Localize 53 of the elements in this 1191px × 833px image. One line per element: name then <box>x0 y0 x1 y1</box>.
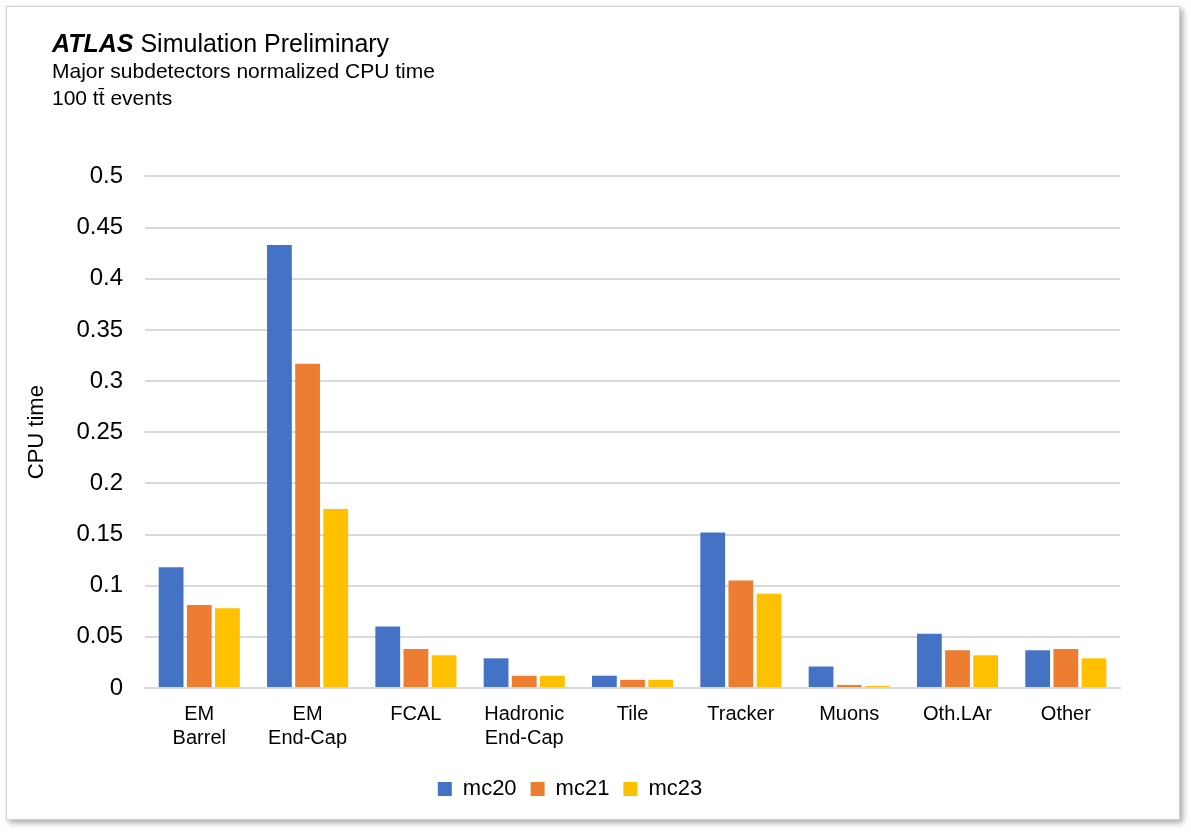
bar <box>540 675 565 687</box>
chart-title: ATLAS Simulation Preliminary <box>52 29 391 57</box>
bar <box>511 675 537 687</box>
y-tick-label: 0.5 <box>89 161 124 189</box>
x-tick-label: Muons <box>819 701 880 724</box>
bar <box>916 633 942 687</box>
y-tick-label: 0.3 <box>89 365 124 393</box>
y-tick-label: 0 <box>109 672 124 700</box>
bar <box>323 508 349 687</box>
y-tick-label: 0.35 <box>76 314 124 342</box>
bar <box>756 593 782 687</box>
bar <box>483 658 509 687</box>
y-tick-label: 0.05 <box>76 621 124 649</box>
bar <box>1025 650 1051 687</box>
bar <box>431 655 457 687</box>
bar <box>186 605 212 687</box>
bar <box>1081 658 1107 687</box>
bar <box>1053 649 1079 687</box>
x-tick-label: Oth.LAr <box>923 701 993 724</box>
bar <box>267 244 292 687</box>
legend-label: mc23 <box>648 775 703 801</box>
y-tick-label: 0.2 <box>89 467 124 495</box>
bar <box>158 567 184 687</box>
x-tick-label: Other <box>1040 701 1092 724</box>
chart-subtitle: Major subdetectors normalized CPU time <box>52 58 435 84</box>
x-tick-label: Tile <box>616 701 649 724</box>
text: 100 tt̄ events <box>52 85 174 111</box>
bar <box>592 675 617 687</box>
y-tick-label: 0.25 <box>76 416 124 444</box>
bar <box>836 684 862 687</box>
bar <box>973 655 999 687</box>
bar <box>620 679 645 687</box>
y-tick-label: 0.4 <box>89 263 124 291</box>
bar <box>700 532 726 687</box>
y-tick-label: 0.45 <box>76 212 124 240</box>
legend-label: mc21 <box>555 775 610 801</box>
bar <box>648 679 674 687</box>
bar <box>808 666 834 687</box>
y-axis-title: CPU time <box>23 385 49 480</box>
x-tick-label: Tracker <box>707 701 775 724</box>
x-tick-label: Hadronic End-Cap <box>484 701 565 748</box>
bar <box>403 649 429 687</box>
y-tick-label: 0.1 <box>89 570 124 598</box>
bar <box>945 650 970 687</box>
bar <box>375 626 401 687</box>
legend-label: mc20 <box>462 775 517 801</box>
bar <box>215 608 240 687</box>
x-tick-label: FCAL <box>390 701 442 724</box>
x-tick-label: EM End-Cap <box>268 701 348 748</box>
bar <box>295 363 320 687</box>
x-tick-label: EM Barrel <box>172 701 226 748</box>
y-tick-label: 0.15 <box>76 519 124 547</box>
bar <box>728 580 754 687</box>
